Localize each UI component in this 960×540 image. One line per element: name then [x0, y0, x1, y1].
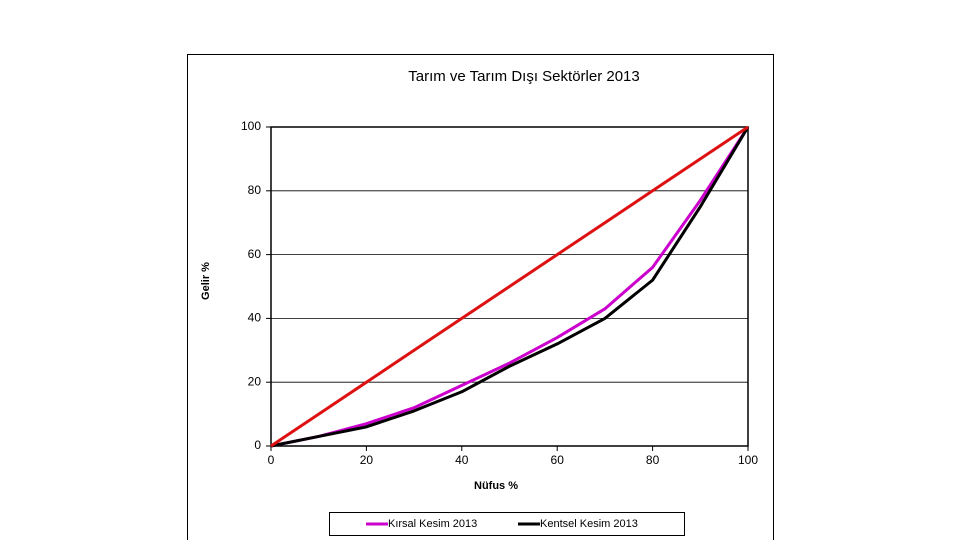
- y-tick-label: 20: [248, 374, 262, 388]
- x-tick-label: 20: [360, 453, 374, 467]
- legend: [329, 512, 685, 536]
- legend-label: Kentsel Kesim 2013: [540, 518, 638, 530]
- series-line: [270, 125, 749, 448]
- y-axis-label: Gelir %: [200, 262, 212, 300]
- y-tick-label: 60: [248, 247, 262, 261]
- x-tick-label: 80: [646, 453, 660, 467]
- x-tick-label: 100: [738, 453, 758, 467]
- x-tick-label: 60: [551, 453, 565, 467]
- y-tick-label: 100: [241, 119, 261, 133]
- x-tick-label: 0: [268, 453, 275, 467]
- series-line: [270, 126, 750, 448]
- legend-label: Kırsal Kesim 2013: [388, 518, 477, 530]
- y-tick-label: 0: [254, 438, 261, 452]
- chart-title: Tarım ve Tarım Dışı Sektörler 2013: [408, 68, 639, 85]
- x-axis-label: Nüfus %: [474, 480, 518, 492]
- series-line: [270, 126, 750, 448]
- y-tick-label: 80: [248, 183, 262, 197]
- y-tick-label: 40: [248, 311, 262, 325]
- x-tick-label: 40: [455, 453, 469, 467]
